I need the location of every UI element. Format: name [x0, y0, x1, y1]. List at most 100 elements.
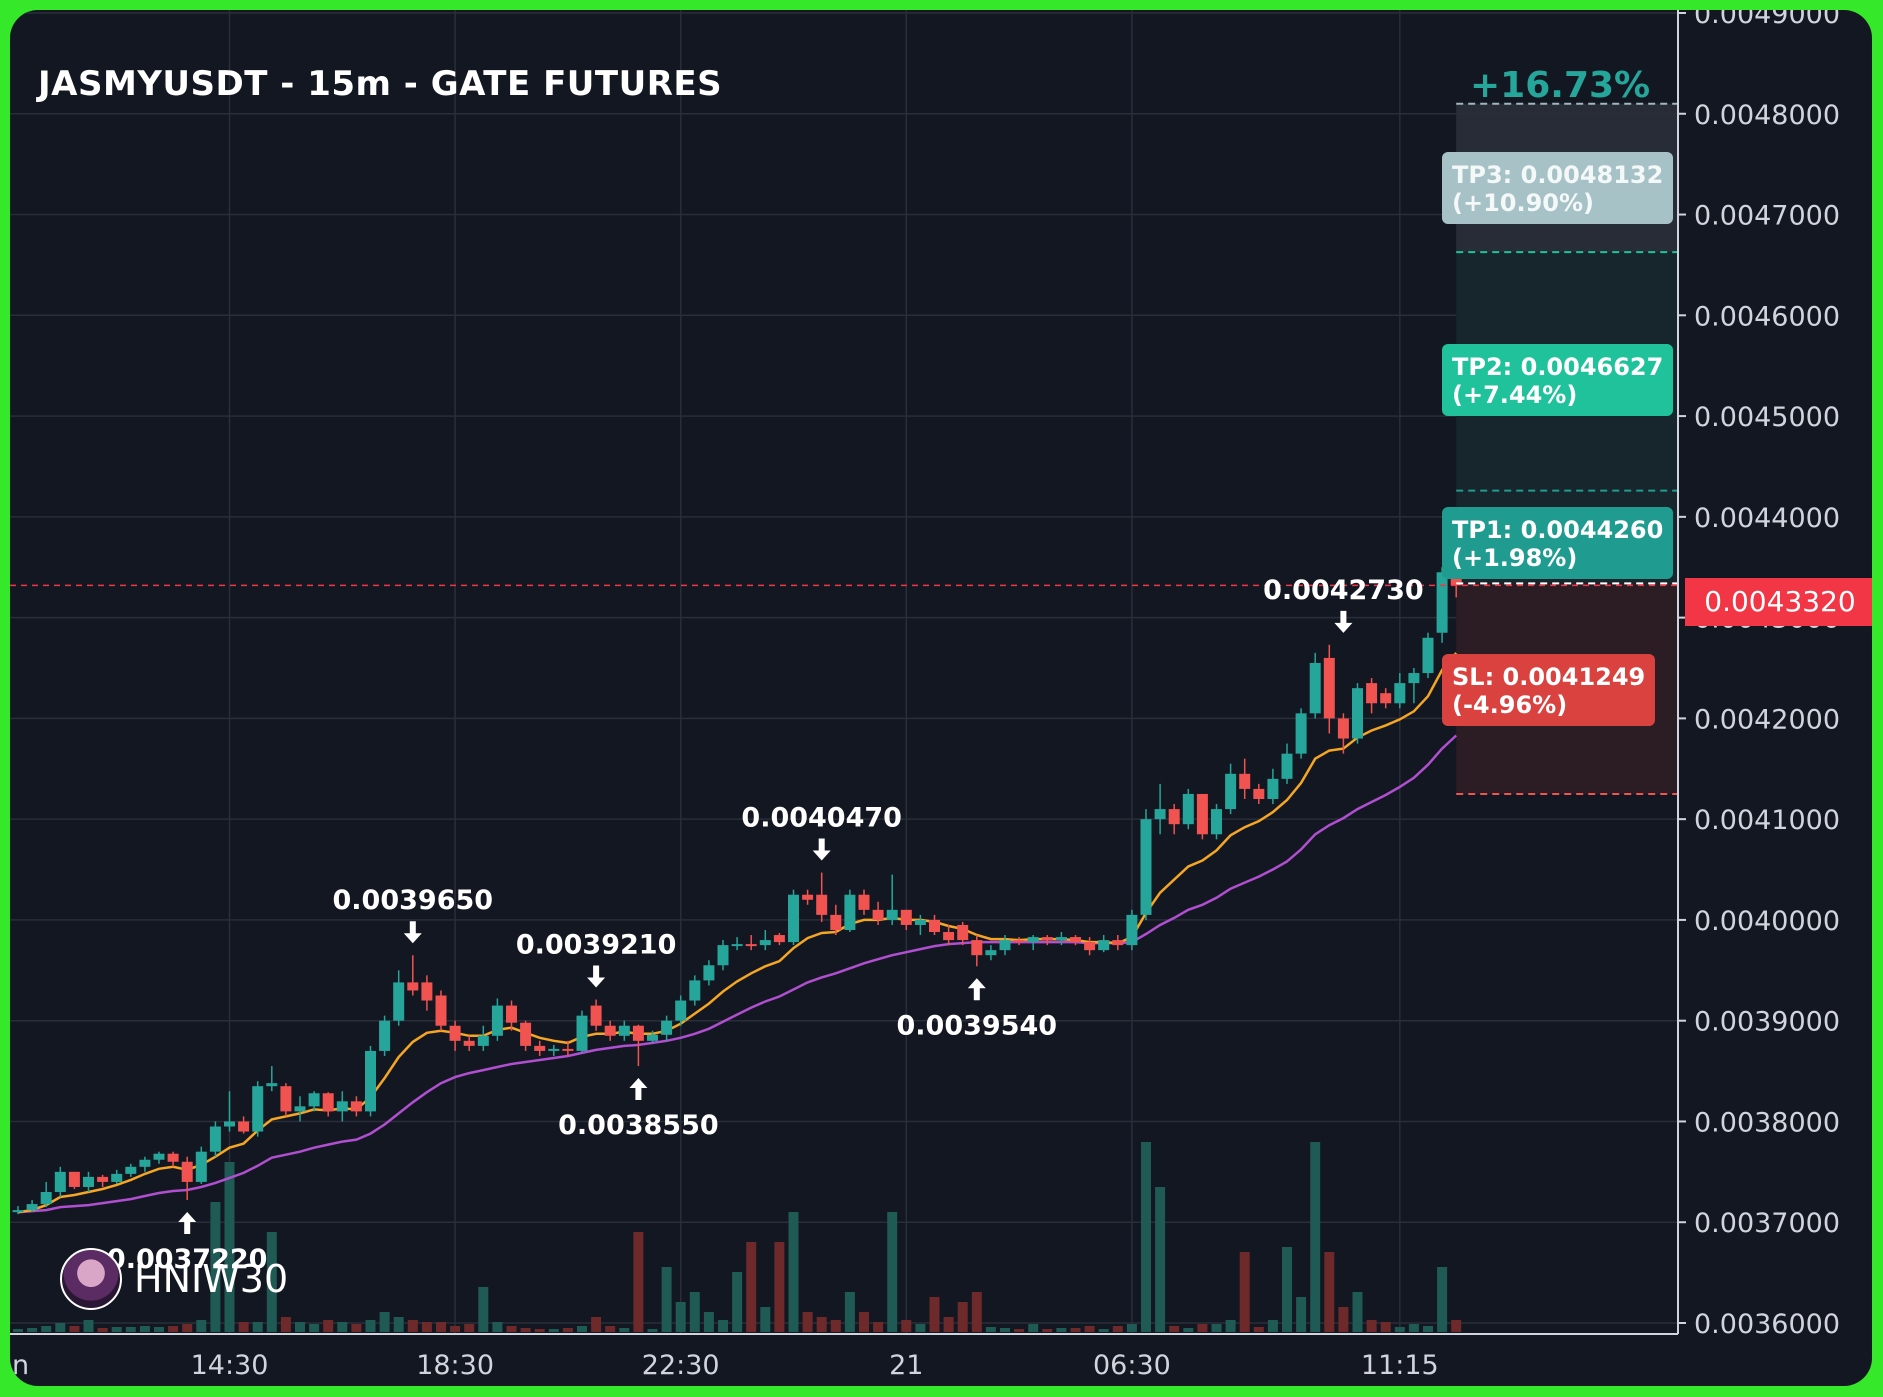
- candle: [759, 930, 771, 951]
- volume-bar: [210, 1202, 221, 1332]
- candle: [1267, 768, 1279, 805]
- sl-percent: (-4.96%): [1452, 691, 1568, 719]
- candle-body: [224, 1121, 235, 1127]
- volume-bar: [69, 1326, 80, 1332]
- candle: [54, 1166, 66, 1198]
- volume-bar: [548, 1329, 559, 1332]
- candle-body: [491, 1005, 503, 1036]
- volume-bar: [1070, 1328, 1081, 1332]
- volume-bar: [1028, 1324, 1039, 1332]
- volume-bar: [27, 1328, 38, 1332]
- volume-bar: [1112, 1326, 1123, 1332]
- candle: [1070, 935, 1081, 946]
- candle-body: [1323, 657, 1335, 719]
- candle-body: [999, 940, 1011, 951]
- candle: [872, 901, 884, 925]
- candle: [562, 1040, 574, 1056]
- candle: [1281, 743, 1293, 784]
- candle-body: [54, 1171, 66, 1192]
- volume-bar: [55, 1323, 66, 1332]
- annotation-label: 0.0039650: [333, 885, 494, 916]
- candle: [139, 1156, 151, 1172]
- chart-title: JASMYUSDT - 15m - GATE FUTURES: [38, 64, 723, 104]
- candle: [943, 924, 955, 946]
- level-lines: [10, 102, 1678, 796]
- candle: [477, 1025, 489, 1051]
- tp2-percent: (+7.44%): [1452, 381, 1578, 409]
- volume-bar: [1310, 1142, 1321, 1332]
- candle-body: [731, 944, 743, 947]
- candle: [125, 1163, 137, 1177]
- volume-bar: [492, 1322, 503, 1332]
- volume-bar: [901, 1320, 912, 1332]
- candle: [336, 1091, 348, 1122]
- tp2-badge: TP2: 0.0046627 (+7.44%): [1442, 344, 1674, 416]
- candle-body: [717, 945, 729, 966]
- candle: [632, 1024, 644, 1067]
- candle: [929, 914, 940, 936]
- candle-body: [745, 944, 757, 947]
- candle-body: [1055, 937, 1067, 941]
- volume-bar: [844, 1292, 855, 1332]
- avatar: [60, 1248, 122, 1310]
- volume-bar: [1423, 1326, 1433, 1332]
- volume-bar: [139, 1326, 150, 1332]
- candle-body: [1196, 793, 1208, 835]
- candle: [957, 921, 969, 946]
- volume-bar: [887, 1212, 898, 1332]
- volume-bar: [125, 1327, 136, 1332]
- candle-body: [1253, 788, 1265, 799]
- candle: [576, 1010, 588, 1053]
- candle-body: [788, 894, 799, 943]
- candle: [520, 1020, 532, 1051]
- candle: [238, 1116, 250, 1134]
- candle: [816, 872, 828, 922]
- candle-body: [209, 1126, 221, 1152]
- volume-bar: [929, 1297, 940, 1332]
- candle: [900, 909, 912, 930]
- volume-bar: [351, 1324, 362, 1332]
- volume-bar: [675, 1302, 686, 1332]
- volume-bar: [407, 1320, 418, 1332]
- candle-body: [886, 909, 898, 920]
- candle: [675, 995, 687, 1026]
- candle: [745, 935, 757, 951]
- volume-bar: [957, 1302, 968, 1332]
- arrow-up-icon: [178, 1212, 197, 1235]
- candle: [280, 1083, 292, 1117]
- candle: [914, 914, 926, 936]
- candlestick-chart[interactable]: 0.00372200.00396500.00392100.00385500.00…: [10, 10, 1872, 1386]
- annotation: 0.0037220: [107, 1212, 267, 1275]
- candle-body: [1126, 914, 1138, 946]
- watermark-text: HNIW30: [134, 1257, 289, 1301]
- volume-bar: [520, 1328, 531, 1332]
- y-tick-label: 0.0045000: [1694, 402, 1840, 433]
- candle: [1154, 783, 1166, 835]
- volume-bar: [985, 1327, 996, 1332]
- candle: [731, 937, 743, 951]
- volume-bar: [1211, 1324, 1222, 1332]
- candle: [971, 935, 983, 967]
- annotation-label: 0.0040470: [741, 803, 902, 834]
- volume-bars: [13, 1142, 1462, 1332]
- candle: [365, 1045, 376, 1117]
- candle: [788, 889, 799, 946]
- arrow-down-icon: [812, 838, 831, 861]
- candle: [590, 999, 602, 1031]
- volume-bar: [238, 1322, 249, 1332]
- candle-body: [407, 982, 419, 991]
- volume-bar: [97, 1328, 108, 1332]
- volume-bar: [1000, 1328, 1010, 1332]
- ema-fast-line: [17, 652, 1458, 1214]
- axes: 0.0036000 0.0037000 0.0038000 0.0039000 0.00…: [10, 10, 1840, 1381]
- x-tick-label: 21: [889, 1350, 923, 1381]
- annotation-label: 0.0039210: [516, 930, 677, 961]
- volume-bar: [1126, 1324, 1137, 1332]
- tp3-badge: TP3: 0.0048132 (+10.90%): [1442, 152, 1674, 224]
- candle: [12, 1206, 24, 1215]
- volume-bar: [1253, 1327, 1264, 1332]
- annotation-label: 0.0042730: [1263, 575, 1424, 606]
- candle-body: [421, 982, 433, 1001]
- volume-bar: [1239, 1252, 1250, 1332]
- candle-body: [872, 909, 884, 920]
